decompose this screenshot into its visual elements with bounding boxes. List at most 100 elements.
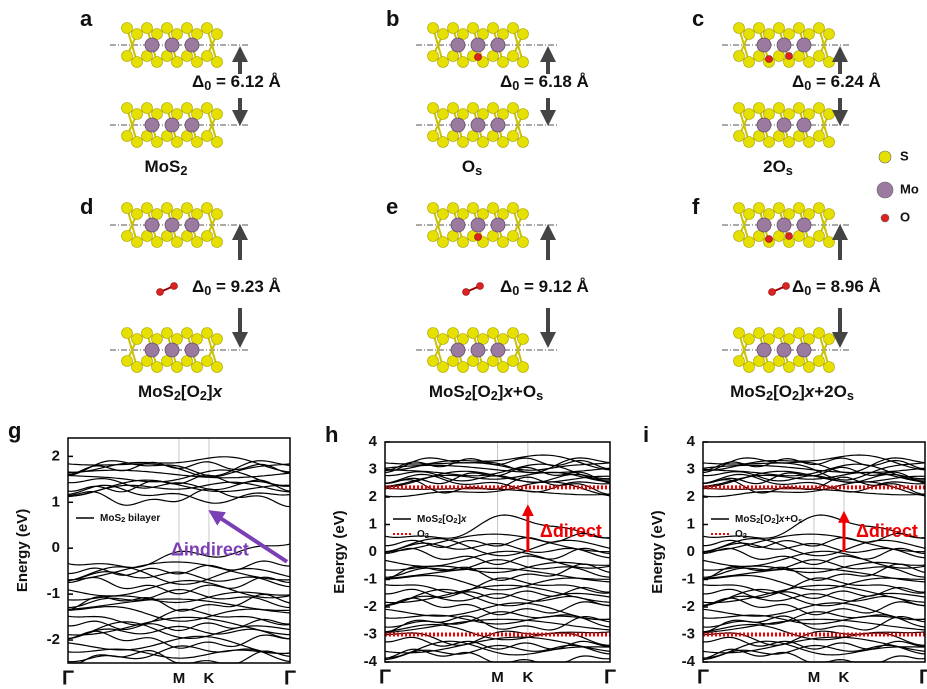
- mo-atom: [145, 38, 159, 52]
- y-tick-label: -1: [682, 570, 695, 587]
- x-tick-label: K: [839, 669, 850, 686]
- s-atom: [518, 237, 529, 248]
- text-segment: = 8.96 Å: [811, 277, 880, 296]
- s-atom: [172, 362, 183, 373]
- s-atom: [814, 23, 825, 34]
- mo-atom: [165, 38, 179, 52]
- s-atom: [132, 29, 143, 40]
- y-axis-label: Energy (eV): [331, 510, 348, 593]
- panel-letter: d: [80, 194, 93, 219]
- s-atom: [192, 137, 203, 148]
- rich-text: MoS2[O2]x+2Os: [730, 382, 854, 402]
- rich-text: Δ0 = 9.23 Å: [192, 277, 281, 297]
- s-atom: [212, 137, 223, 148]
- s-atom: [122, 51, 133, 62]
- s-atom: [428, 23, 439, 34]
- o-atom: [171, 283, 178, 290]
- x-tick-label: M: [491, 669, 504, 686]
- s-atom: [172, 137, 183, 148]
- s-atom: [814, 131, 825, 142]
- text-segment: MoS: [730, 382, 766, 401]
- y-tick-label: -4: [682, 653, 696, 670]
- s-atom: [824, 209, 835, 220]
- s-atom: [202, 203, 213, 214]
- rich-text: MoS2 bilayer: [100, 513, 160, 524]
- y-tick-label: 1: [369, 515, 377, 532]
- rich-text: 2Os: [763, 157, 793, 177]
- text-segment: 2: [200, 388, 207, 403]
- s-atom: [814, 328, 825, 339]
- text-segment: [O: [773, 382, 792, 401]
- s-atom: [428, 103, 439, 114]
- y-tick-label: 1: [52, 493, 60, 510]
- text-segment: MoS: [735, 514, 756, 525]
- text-segment: = 6.12 Å: [211, 72, 280, 91]
- s-atom: [182, 328, 193, 339]
- s-atom: [438, 237, 449, 248]
- s-atom: [162, 103, 173, 114]
- mo-atom: [165, 343, 179, 357]
- x-tick-label: Γ: [284, 667, 296, 689]
- rich-text: MoS2[O2]x: [417, 514, 467, 525]
- text-segment: s: [536, 388, 543, 403]
- s-atom: [814, 103, 825, 114]
- y-tick-label: 0: [369, 543, 377, 560]
- o-atom: [766, 236, 773, 243]
- s-atom: [182, 203, 193, 214]
- s-atom: [192, 362, 203, 373]
- y-tick-label: 4: [369, 433, 378, 450]
- figure: aΔ0 = 6.12 ÅMoS2bΔ0 = 6.18 ÅOscΔ0 = 6.24…: [0, 0, 927, 689]
- legend-atom: [879, 151, 891, 163]
- y-tick-label: -3: [364, 625, 377, 642]
- text-segment: 0: [512, 78, 519, 93]
- mo-atom: [757, 343, 771, 357]
- mo-atom: [471, 218, 485, 232]
- x-tick-label: Γ: [697, 666, 709, 688]
- panel-letter: f: [692, 194, 700, 219]
- s-atom: [132, 334, 143, 345]
- o-atom: [783, 283, 790, 290]
- text-segment: [O: [181, 382, 200, 401]
- x-tick-label: M: [808, 669, 821, 686]
- panel-letter: g: [8, 418, 21, 443]
- s-atom: [794, 23, 805, 34]
- rich-text: MoS2: [145, 157, 188, 177]
- mo-atom: [165, 218, 179, 232]
- s-atom: [508, 231, 519, 242]
- s-atom: [754, 23, 765, 34]
- text-segment: MoS: [417, 514, 438, 525]
- text-segment: Δ: [792, 72, 804, 91]
- s-atom: [212, 362, 223, 373]
- s-atom: [152, 137, 163, 148]
- s-atom: [142, 23, 153, 34]
- s-atom: [478, 137, 489, 148]
- text-segment: +O: [513, 382, 536, 401]
- x-tick-label: Γ: [62, 667, 74, 689]
- s-atom: [488, 23, 499, 34]
- y-tick-label: 2: [52, 447, 60, 464]
- y-tick-label: 2: [687, 488, 695, 505]
- text-segment: 2: [743, 531, 747, 540]
- s-atom: [774, 203, 785, 214]
- text-segment: [O: [760, 514, 771, 525]
- s-atom: [152, 237, 163, 248]
- mo-atom: [757, 38, 771, 52]
- s-atom: [498, 137, 509, 148]
- text-segment: 0: [204, 78, 211, 93]
- s-atom: [518, 29, 529, 40]
- rich-text: Δ0 = 8.96 Å: [792, 277, 881, 297]
- panel-letter: e: [386, 194, 398, 219]
- s-atom: [122, 328, 133, 339]
- mo-atom: [185, 218, 199, 232]
- s-atom: [202, 23, 213, 34]
- rich-text: MoS2[O2]x: [138, 382, 224, 402]
- s-atom: [744, 29, 755, 40]
- s-atom: [824, 362, 835, 373]
- s-atom: [734, 328, 745, 339]
- s-atom: [162, 203, 173, 214]
- o-atom: [475, 234, 482, 241]
- s-atom: [132, 237, 143, 248]
- s-atom: [122, 103, 133, 114]
- mo-atom: [491, 343, 505, 357]
- mo-atom: [451, 343, 465, 357]
